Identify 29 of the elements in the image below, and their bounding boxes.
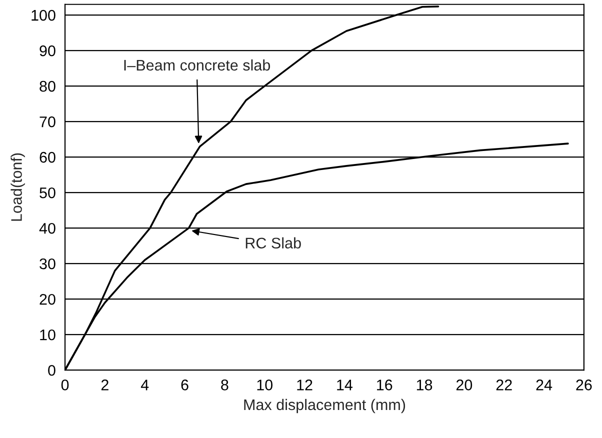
y-tick-label: 80 <box>40 80 56 92</box>
x-tick-label: 12 <box>297 380 312 390</box>
x-tick-label: 18 <box>416 380 432 390</box>
x-tick-label: 16 <box>377 380 392 390</box>
x-tick-label: 8 <box>221 380 228 390</box>
y-tick-label: 90 <box>40 45 56 56</box>
x-tick-label: 20 <box>456 380 472 390</box>
annotation: I–Beam concrete slab <box>124 59 270 71</box>
x-axis-title: Max displacement (mm) <box>244 398 406 414</box>
y-axis-title: Load(tonf) <box>10 153 25 221</box>
x-tick-label: 14 <box>337 380 352 390</box>
x-tick-label: 24 <box>536 380 552 390</box>
y-tick-label: 50 <box>40 187 56 198</box>
x-tick-label: 22 <box>496 380 512 390</box>
annotation: RC Slab <box>246 237 301 249</box>
x-tick-label: 0 <box>61 380 69 390</box>
x-tick-label: 6 <box>181 380 188 390</box>
y-tick-label: 30 <box>40 258 56 270</box>
y-tick-label: 0 <box>48 364 56 376</box>
y-tick-label: 10 <box>40 329 56 340</box>
y-tick-label: 60 <box>40 152 56 163</box>
y-tick-label: 100 <box>32 10 56 21</box>
x-tick-label: 4 <box>140 380 149 390</box>
y-tick-label: 70 <box>40 116 56 128</box>
y-tick-label: 20 <box>40 294 56 305</box>
x-tick-label: 10 <box>257 380 272 390</box>
y-tick-label: 40 <box>39 222 56 234</box>
x-tick-label: 2 <box>101 380 108 390</box>
x-tick-label: 26 <box>576 380 592 390</box>
